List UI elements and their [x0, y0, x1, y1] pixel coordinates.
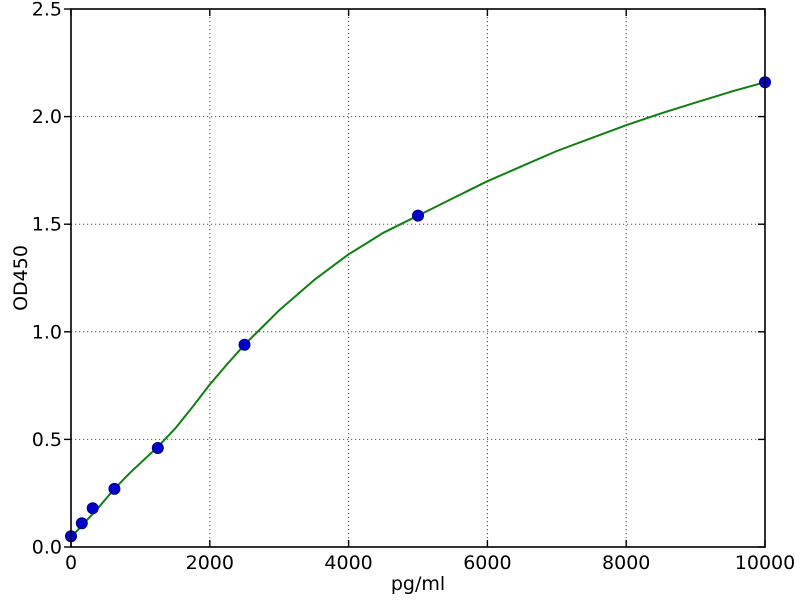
y-tick-label: 0.5 [32, 429, 62, 451]
x-tick-label: 2000 [186, 552, 234, 574]
y-tick-label: 2.0 [32, 106, 62, 128]
x-axis-label: pg/ml [391, 573, 445, 595]
data-point [412, 209, 424, 222]
y-tick-label: 0.0 [32, 537, 62, 559]
x-tick-label: 4000 [324, 552, 372, 574]
data-point [86, 502, 99, 515]
x-tick-label: 10000 [735, 552, 795, 574]
data-point [151, 442, 164, 454]
x-tick-label: 0 [65, 552, 77, 574]
y-tick-label: 1.5 [32, 214, 62, 236]
fit-curve [70, 81, 766, 539]
data-point [75, 517, 88, 530]
y-tick-label: 1.0 [32, 321, 62, 343]
y-axis-label: OD450 [10, 245, 32, 311]
plot-border [70, 8, 766, 548]
data-point [108, 482, 121, 495]
y-tick-label: 2.5 [32, 0, 62, 21]
data-point [238, 338, 251, 351]
x-tick-label: 6000 [463, 552, 511, 574]
x-tick-label: 8000 [602, 552, 650, 574]
